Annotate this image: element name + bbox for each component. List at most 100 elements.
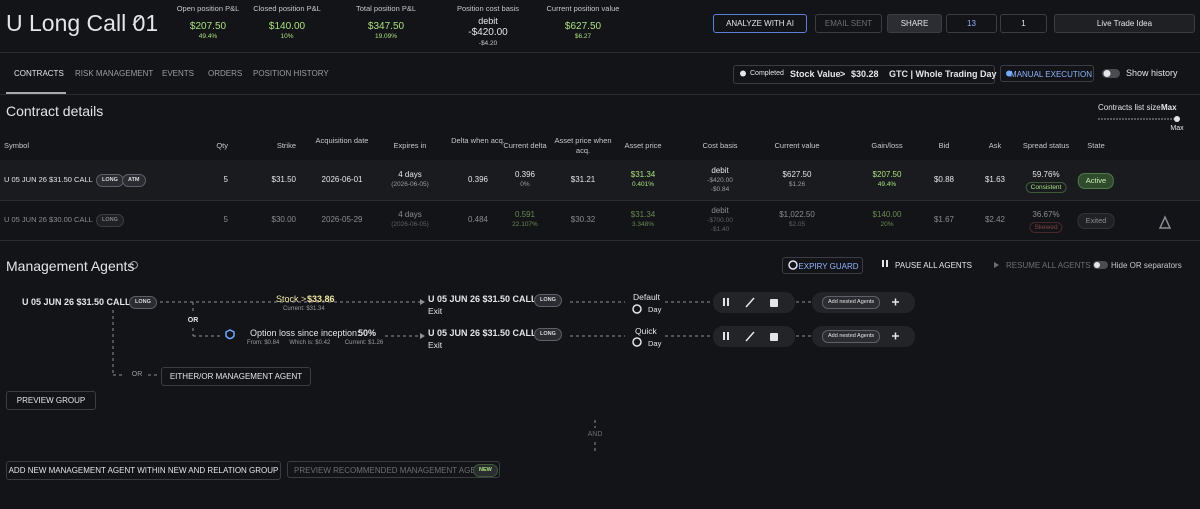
cell: $207.50 — [872, 170, 902, 179]
column-header: State — [1087, 141, 1105, 150]
title: U Long Call 01 — [6, 10, 159, 36]
either-or-button[interactable]: EITHER/OR MANAGEMENT AGENT — [161, 367, 311, 386]
cell: 4 days — [398, 210, 422, 219]
column-header: Asset price — [624, 141, 662, 150]
stat-label: Total position P&L — [355, 4, 417, 13]
expiry-guard[interactable]: EXPIRY GUARD — [782, 257, 863, 274]
tag: LONG — [534, 328, 562, 341]
resume-all[interactable]: RESUME ALL AGENTS — [1006, 261, 1091, 270]
cell: 20% — [880, 221, 894, 228]
tab[interactable]: EVENTS — [162, 69, 195, 78]
tag: LONG — [96, 214, 124, 227]
cell: 49.4% — [877, 181, 897, 188]
symbol: U 05 JUN 26 $30.00 CALL — [4, 215, 93, 224]
cell: $627.50 — [782, 170, 812, 179]
section-title: Management Agents — [6, 258, 135, 274]
cell: debit — [711, 165, 729, 175]
cell: (2026-06-05) — [391, 221, 429, 228]
analyze-button[interactable]: ANALYZE WITH AI — [713, 14, 807, 33]
cell: 5 — [223, 174, 228, 184]
stat-sub: $6.27 — [574, 33, 592, 40]
column-header: Qty — [216, 141, 228, 150]
tab[interactable]: POSITION HISTORY — [253, 69, 329, 78]
copies-button[interactable]: 1 — [1000, 14, 1047, 33]
column-header: Bid — [938, 141, 950, 150]
column-header: Ask — [988, 141, 1002, 150]
condition-detail: Current: $31.34 — [283, 306, 325, 312]
cell: $31.50 — [271, 174, 296, 184]
tag: LONG — [534, 294, 562, 307]
condition-detail: Which is: $0.42 — [289, 340, 331, 346]
cell: 0.396 — [514, 170, 536, 179]
action: Exit — [428, 340, 443, 350]
status-operator: > — [840, 69, 846, 79]
cell: debit — [711, 205, 729, 215]
column-header: Current delta — [503, 141, 547, 150]
hide-or[interactable]: Hide OR separators — [1111, 261, 1182, 270]
cell: 0% — [520, 181, 530, 188]
column-header: Delta when acq. — [451, 136, 505, 145]
cell: 22.107% — [512, 221, 538, 228]
and-label: AND — [587, 431, 603, 438]
column-header: Symbol — [4, 141, 30, 150]
section-title: Contract details — [6, 103, 104, 119]
cell: $31.34 — [630, 210, 656, 219]
stat-prefix: debit — [478, 16, 498, 26]
views-button[interactable]: 13 — [946, 14, 997, 33]
manual-execution[interactable]: MANUAL EXECUTION — [1000, 65, 1094, 82]
stat-sub: -$4.20 — [478, 40, 498, 47]
duration: Day — [648, 339, 662, 348]
show-history[interactable]: Show history — [1126, 68, 1178, 78]
status-state: Completed — [750, 70, 784, 77]
cell: 0.591 — [514, 210, 536, 219]
condition: Stock > — [276, 294, 307, 304]
status-box — [733, 65, 995, 84]
email-button[interactable]: EMAIL SENT — [815, 14, 882, 33]
tab[interactable]: CONTRACTS — [14, 69, 64, 78]
column-header: Gain/loss — [871, 141, 903, 150]
status-tif: GTC | Whole Trading Day — [889, 69, 997, 79]
cell: $31.21 — [570, 174, 596, 184]
column-header: Strike — [276, 141, 296, 150]
stat-value: $347.50 — [367, 21, 405, 32]
cell: (2026-06-05) — [391, 181, 429, 188]
stat-label: Current position value — [546, 4, 620, 13]
cell: $1.63 — [984, 174, 1006, 184]
nested-button[interactable]: Add nested Agents — [822, 296, 881, 309]
column-header: Spread status — [1022, 141, 1070, 150]
new-tag: NEW — [473, 464, 498, 477]
share-button[interactable]: SHARE — [887, 14, 942, 33]
cell: 0.484 — [467, 214, 489, 224]
cell: 59.76% — [1032, 170, 1060, 179]
column-header: Expires in — [393, 141, 427, 150]
tab[interactable]: ORDERS — [208, 69, 243, 78]
condition: Option loss since inception: — [250, 328, 360, 338]
cell: $31.34 — [630, 170, 656, 179]
cell: $30.32 — [570, 214, 596, 224]
add-new-agent[interactable]: ADD NEW MANAGEMENT AGENT WITHIN NEW AND … — [6, 461, 281, 480]
or-label: OR — [187, 317, 199, 324]
cell: -$700.00 — [707, 216, 733, 224]
action: Exit — [428, 306, 443, 316]
spread-badge: Consistent — [1025, 182, 1067, 193]
cell: -$1.40 — [710, 225, 730, 233]
cell: $2.05 — [788, 221, 806, 228]
column-header: Current value — [774, 141, 820, 150]
state-badge: Exited — [1077, 213, 1115, 229]
pause-all[interactable]: PAUSE ALL AGENTS — [895, 261, 972, 270]
tag: ATM — [122, 174, 146, 187]
nested-button[interactable]: Add nested Agents — [822, 330, 881, 343]
live-trade-button[interactable]: Live Trade Idea — [1054, 14, 1195, 33]
cell: 2026-05-29 — [321, 214, 363, 224]
symbol: U 05 JUN 26 $31.50 CALL — [4, 175, 93, 184]
tab[interactable]: RISK MANAGEMENT — [75, 69, 154, 78]
or-label: OR — [131, 371, 143, 378]
stat-sub: 19.09% — [374, 33, 398, 40]
preview-group[interactable]: PREVIEW GROUP — [6, 391, 96, 410]
slider-label: Max — [1170, 125, 1184, 132]
column-header: Acquisition date — [315, 136, 369, 145]
cell: $1,022.50 — [779, 210, 815, 219]
preview-recommended[interactable]: PREVIEW RECOMMENDED MANAGEMENT AGENTS — [287, 461, 500, 478]
